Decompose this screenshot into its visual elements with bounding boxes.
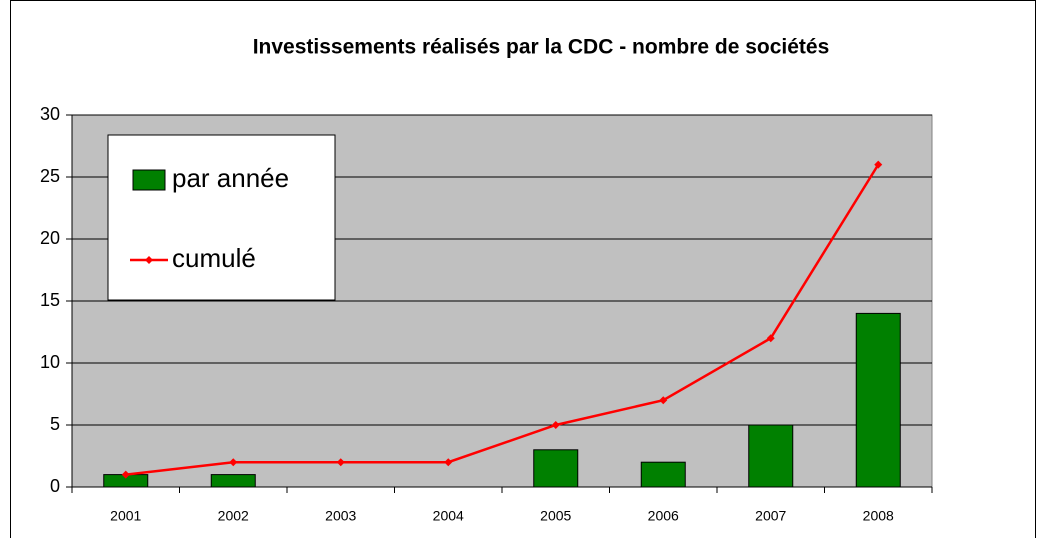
x-tick-label: 2003 <box>325 508 356 524</box>
x-tick-label: 2004 <box>433 508 464 524</box>
legend-label: par année <box>172 163 289 193</box>
bar <box>533 449 579 488</box>
x-tick-label: 2006 <box>648 508 679 524</box>
line <box>125 163 880 476</box>
x-tick-label: 2001 <box>110 508 141 524</box>
legend-marker <box>145 256 153 264</box>
x-tick-label: 2008 <box>863 508 894 524</box>
bar <box>640 461 686 488</box>
line-marker <box>229 458 238 467</box>
bar <box>748 424 794 488</box>
line-marker <box>121 470 130 479</box>
y-tick-label: 15 <box>40 290 60 310</box>
legend-box <box>107 134 336 301</box>
y-tick-label: 20 <box>40 228 60 248</box>
chart-title: Investissements réalisés par la CDC - no… <box>253 36 830 59</box>
line-marker <box>874 160 883 169</box>
y-tick-label: 5 <box>50 414 60 434</box>
line-marker <box>551 421 560 429</box>
bar <box>210 474 256 488</box>
x-tick-label: 2005 <box>540 508 571 524</box>
legend-swatch <box>132 169 166 191</box>
line-marker <box>336 458 345 467</box>
line-marker <box>444 458 453 467</box>
y-tick-label: 0 <box>50 476 60 496</box>
y-tick-label: 25 <box>40 166 60 186</box>
y-tick-label: 10 <box>40 352 60 372</box>
legend-label: cumulé <box>172 243 256 273</box>
x-tick-label: 2002 <box>218 508 249 524</box>
line-marker <box>659 396 668 405</box>
line-marker <box>766 334 775 343</box>
bar <box>855 312 901 488</box>
x-tick-label: 2007 <box>755 508 786 524</box>
y-tick-label: 30 <box>40 104 60 124</box>
